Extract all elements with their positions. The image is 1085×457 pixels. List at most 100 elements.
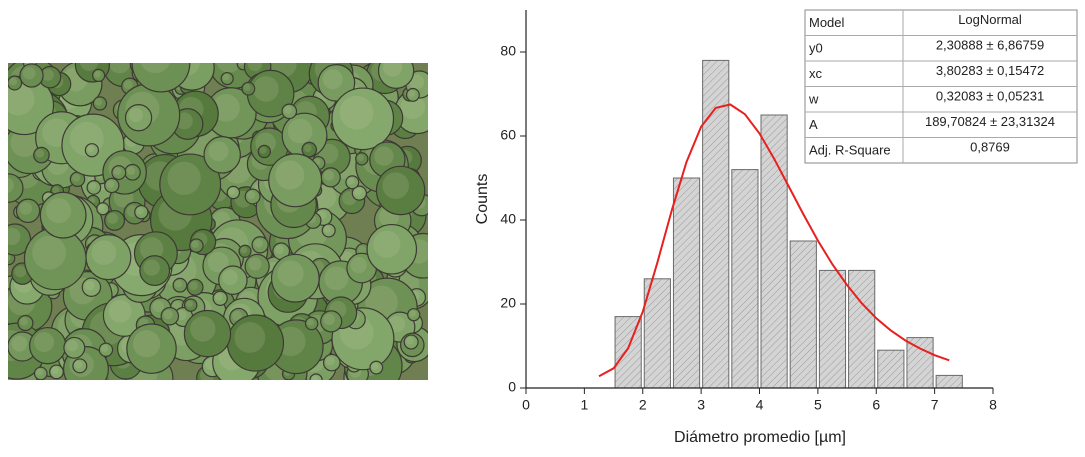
droplet-highlight: [374, 146, 394, 166]
droplet-highlight: [98, 204, 105, 211]
droplet: [375, 165, 426, 216]
droplet-highlight: [128, 107, 144, 123]
droplet-highlight: [152, 300, 165, 313]
droplet: [345, 175, 360, 190]
droplet: [366, 223, 418, 275]
y-tick-label: 0: [508, 379, 516, 395]
x-tick-label: 1: [580, 397, 588, 413]
droplet: [96, 202, 110, 216]
droplet: [139, 255, 171, 287]
droplet-highlight: [357, 245, 367, 254]
droplet: [301, 141, 318, 158]
droplet: [317, 63, 356, 102]
droplet: [124, 104, 153, 132]
droplet-highlight: [126, 166, 136, 175]
bar: [731, 169, 759, 389]
bar: [935, 374, 963, 389]
droplet-highlight: [243, 83, 251, 91]
droplet: [257, 144, 272, 159]
droplet: [331, 87, 395, 151]
bar: [789, 240, 817, 389]
droplet: [104, 177, 120, 194]
droplet-highlight: [143, 259, 160, 276]
droplet: [33, 146, 50, 164]
droplet-highlight: [88, 182, 97, 190]
droplet-highlight: [212, 94, 240, 122]
droplet: [407, 308, 421, 322]
droplet-highlight: [248, 257, 262, 271]
droplet: [63, 336, 86, 359]
droplet: [84, 143, 100, 158]
droplet: [351, 185, 367, 201]
droplet: [281, 103, 298, 120]
droplet-highlight: [354, 187, 362, 196]
droplet-highlight: [167, 161, 201, 196]
droplet: [183, 298, 198, 312]
droplet-highlight: [51, 366, 59, 375]
droplet: [309, 373, 323, 380]
droplet-highlight: [208, 141, 229, 162]
droplet-highlight: [277, 260, 304, 287]
droplet-highlight: [22, 66, 36, 80]
x-tick-label: 4: [756, 397, 764, 413]
droplet: [86, 180, 102, 195]
droplet-highlight: [222, 269, 238, 286]
droplet-highlight: [123, 80, 133, 90]
droplet-highlight: [238, 63, 246, 66]
y-axis-title: Counts: [474, 174, 491, 225]
droplet: [270, 253, 320, 303]
droplet-highlight: [254, 238, 263, 248]
droplet-highlight: [190, 316, 216, 342]
table-cell: Adj. R-Square: [809, 143, 891, 158]
droplet-highlight: [94, 70, 101, 78]
droplet-highlight: [34, 332, 55, 352]
table-cell: LogNormal: [958, 12, 1022, 27]
droplet-highlight: [100, 344, 109, 353]
x-tick-label: 5: [814, 397, 822, 413]
bar: [672, 177, 701, 389]
droplet-highlight: [307, 318, 314, 326]
droplet: [186, 278, 204, 296]
droplet-highlight: [234, 322, 266, 353]
droplet-highlight: [357, 154, 364, 161]
droplet: [226, 185, 241, 200]
droplet-highlight: [8, 83, 35, 116]
droplet-highlight: [133, 330, 161, 358]
droplet: [244, 253, 270, 279]
droplet: [17, 314, 34, 332]
droplet: [39, 191, 87, 239]
droplet-highlight: [323, 313, 335, 326]
droplet-highlight: [373, 230, 401, 258]
droplet: [19, 63, 44, 88]
droplet-highlight: [409, 74, 425, 90]
droplet-highlight: [108, 299, 132, 323]
droplet-highlight: [382, 63, 403, 77]
droplet-highlight: [14, 265, 27, 278]
droplet-highlight: [9, 77, 18, 86]
droplet-highlight: [139, 237, 164, 261]
x-tick-label: 2: [639, 397, 647, 413]
droplet-highlight: [259, 146, 267, 154]
bar: [877, 349, 905, 389]
droplet-highlight: [8, 227, 21, 246]
droplet: [98, 342, 114, 358]
droplet-highlight: [107, 213, 118, 224]
droplet-highlight: [94, 98, 103, 106]
droplet: [377, 63, 415, 89]
y-tick-label: 20: [500, 295, 516, 311]
table-cell: Model: [809, 15, 845, 30]
droplet: [111, 165, 127, 181]
bar: [760, 114, 788, 389]
table-cell: 3,80283 ± 0,15472: [936, 63, 1044, 78]
x-axis-title: Diámetro promedio [µm]: [674, 429, 846, 446]
droplet: [322, 353, 341, 372]
bar: [906, 337, 934, 389]
droplet-highlight: [72, 173, 81, 182]
droplet-highlight: [74, 360, 83, 369]
droplet-highlight: [339, 95, 374, 130]
droplet: [304, 316, 319, 331]
bar: [643, 278, 671, 389]
droplet-highlight: [303, 144, 312, 153]
droplet-highlight: [222, 74, 230, 81]
